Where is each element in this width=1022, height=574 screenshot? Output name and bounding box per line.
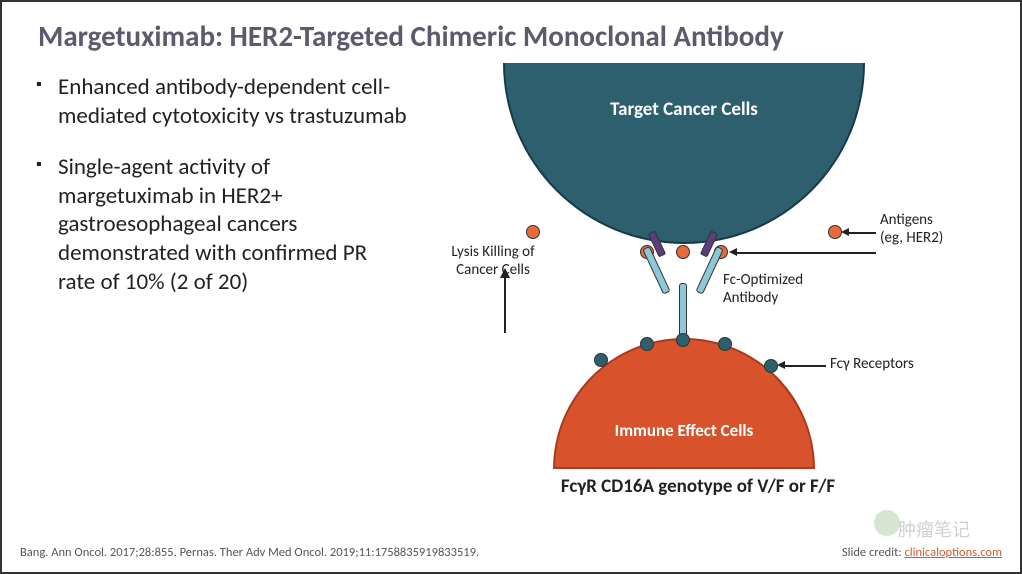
antigen-arrow-head-icon	[729, 248, 737, 256]
target-cancer-cell: Target Cancer Cells	[503, 63, 865, 244]
antigens-label: Antigens (eg, HER2)	[880, 211, 970, 247]
antigen-arrow-line	[736, 252, 876, 254]
slide-credit-link[interactable]: clinicaloptions.com	[904, 545, 1002, 560]
lysis-label: Lysis Killing of Cancer Cells	[438, 243, 548, 279]
antibody-icon	[653, 233, 713, 343]
slide-credit-label: Slide credit:	[842, 545, 905, 560]
diagram-caption: FcγR CD16A genotype of V/F or F/F	[418, 475, 978, 498]
antigen-arrow-head-icon	[841, 228, 849, 236]
bullet-item: Enhanced antibody-dependent cell-mediate…	[58, 73, 408, 131]
citation-text: Bang. Ann Oncol. 2017;28:855. Pernas. Th…	[20, 545, 479, 560]
watermark-icon	[874, 510, 900, 536]
content-area: Enhanced antibody-dependent cell-mediate…	[2, 63, 1020, 473]
receptor-dot	[764, 359, 778, 373]
fc-receptors-label: Fcγ Receptors	[830, 355, 940, 373]
immune-effect-label: Immune Effect Cells	[555, 420, 813, 441]
target-cancer-label: Target Cancer Cells	[505, 98, 863, 121]
antigen-arrow-line	[848, 232, 876, 234]
fc-antibody-label: Fc-Optimized Antibody	[723, 271, 843, 307]
bullet-item: Single-agent activity of margetuximab in…	[58, 153, 408, 297]
diagram: Target Cancer Cells Immune Effect Cells	[418, 73, 978, 473]
bullet-list: Enhanced antibody-dependent cell-mediate…	[58, 73, 418, 473]
immune-effect-cell: Immune Effect Cells	[553, 338, 815, 469]
receptor-arrow-line	[784, 365, 826, 367]
antigen-dot	[526, 225, 540, 239]
receptor-arrow-head-icon	[777, 361, 785, 369]
slide-credit: Slide credit: clinicaloptions.com	[842, 545, 1002, 560]
antigen-dot	[828, 225, 842, 239]
lysis-arrow-line	[504, 278, 506, 333]
watermark-text: 肿瘤笔记	[898, 516, 970, 542]
slide-title: Margetuximab: HER2-Targeted Chimeric Mon…	[2, 2, 1020, 63]
